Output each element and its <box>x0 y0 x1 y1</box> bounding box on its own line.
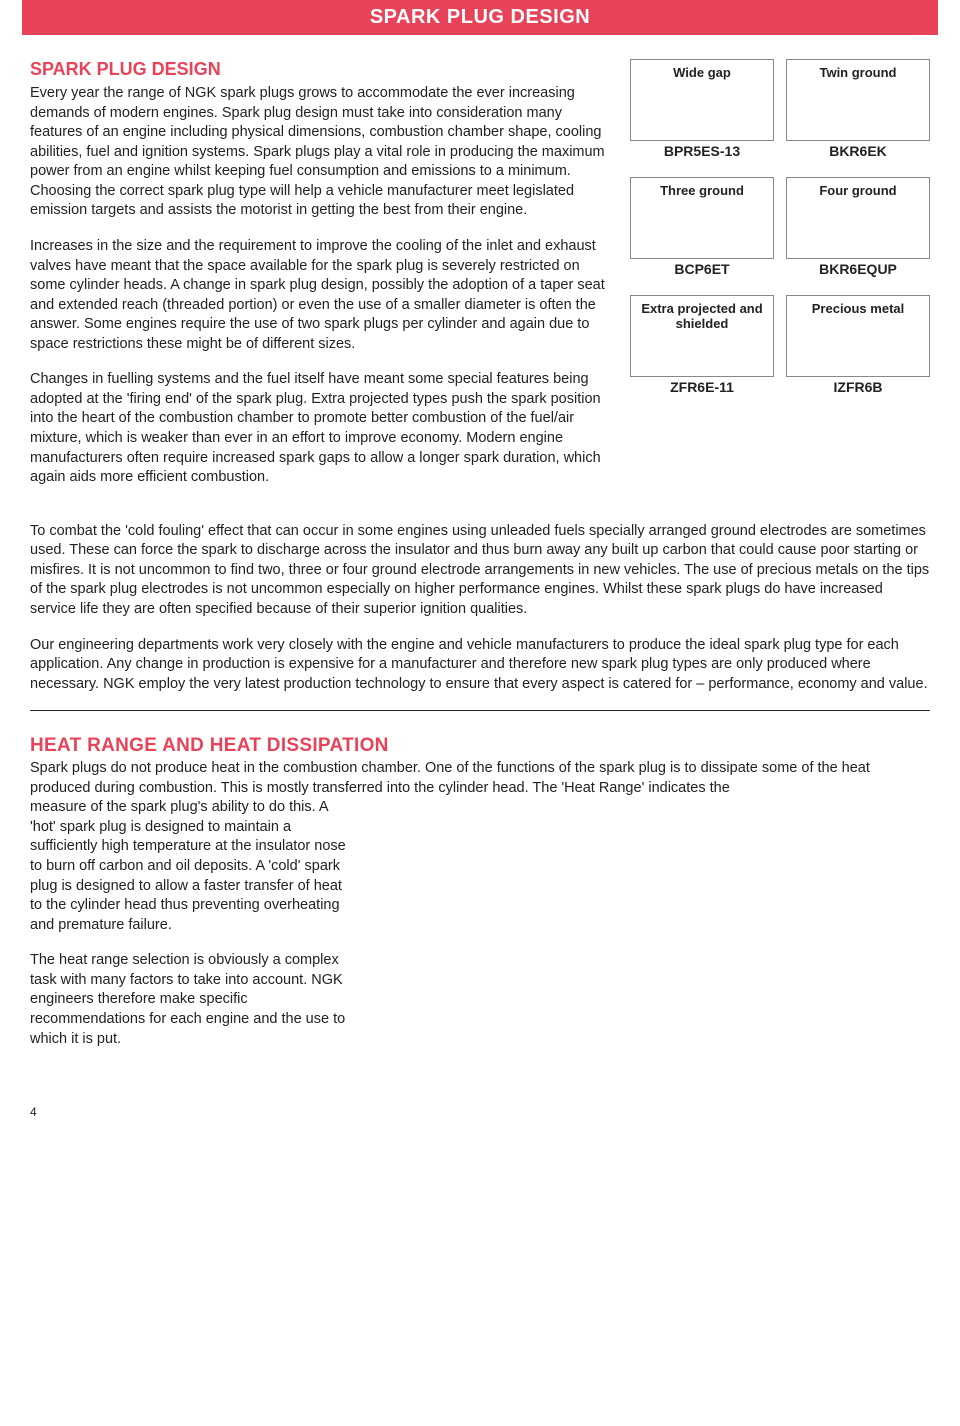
paragraph-4: To combat the 'cold fouling' effect that… <box>30 522 930 620</box>
type-box: Four ground <box>786 177 930 259</box>
type-cell-precious-metal: Precious metal IZFR6B <box>786 295 930 403</box>
type-cell-four-ground: Four ground BKR6EQUP <box>786 177 930 285</box>
type-box: Wide gap <box>630 59 774 141</box>
type-cell-extra-projected: Extra projected and shielded ZFR6E-11 <box>630 295 774 403</box>
type-code: BCP6ET <box>630 261 774 277</box>
heat-paragraph-1: measure of the spark plug's ability to d… <box>30 798 350 935</box>
paragraph-3: Changes in fuelling systems and the fuel… <box>30 370 606 487</box>
type-code: BPR5ES-13 <box>630 143 774 159</box>
type-box-title: Wide gap <box>631 65 773 80</box>
section-divider <box>30 710 930 711</box>
type-box: Three ground <box>630 177 774 259</box>
type-box-title: Four ground <box>787 183 929 198</box>
section-title-heat: HEAT RANGE AND HEAT DISSIPATION <box>30 735 930 757</box>
type-box-title: Precious metal <box>787 301 929 316</box>
heat-body-row: measure of the spark plug's ability to d… <box>30 798 930 1065</box>
type-box: Precious metal <box>786 295 930 377</box>
heat-range-section: HEAT RANGE AND HEAT DISSIPATION Spark pl… <box>30 735 930 1065</box>
type-code: IZFR6B <box>786 379 930 395</box>
page-number: 4 <box>30 1105 930 1119</box>
heat-paragraph-2: The heat range selection is obviously a … <box>30 951 350 1049</box>
type-box-title: Three ground <box>631 183 773 198</box>
type-boxes-grid: Wide gap BPR5ES-13 Twin ground BKR6EK Th… <box>630 59 930 403</box>
heat-text-column: measure of the spark plug's ability to d… <box>30 798 350 1065</box>
type-box-title: Twin ground <box>787 65 929 80</box>
type-code: BKR6EQUP <box>786 261 930 277</box>
type-cell-twin-ground: Twin ground BKR6EK <box>786 59 930 167</box>
top-section: SPARK PLUG DESIGN Every year the range o… <box>30 59 930 504</box>
main-text-column: SPARK PLUG DESIGN Every year the range o… <box>30 59 606 504</box>
paragraph-2: Increases in the size and the requiremen… <box>30 237 606 354</box>
type-cell-three-ground: Three ground BCP6ET <box>630 177 774 285</box>
type-box: Extra projected and shielded <box>630 295 774 377</box>
type-code: BKR6EK <box>786 143 930 159</box>
type-box: Twin ground <box>786 59 930 141</box>
type-code: ZFR6E-11 <box>630 379 774 395</box>
section-title-design: SPARK PLUG DESIGN <box>30 59 606 80</box>
type-boxes-column: Wide gap BPR5ES-13 Twin ground BKR6EK Th… <box>630 59 930 504</box>
page-header: SPARK PLUG DESIGN <box>22 0 938 35</box>
type-cell-wide-gap: Wide gap BPR5ES-13 <box>630 59 774 167</box>
paragraph-1: Every year the range of NGK spark plugs … <box>30 84 606 221</box>
paragraph-5: Our engineering departments work very cl… <box>30 636 930 695</box>
type-box-title: Extra projected and shielded <box>631 301 773 331</box>
page-header-title: SPARK PLUG DESIGN <box>370 6 590 28</box>
heat-intro-paragraph: Spark plugs do not produce heat in the c… <box>30 759 930 798</box>
